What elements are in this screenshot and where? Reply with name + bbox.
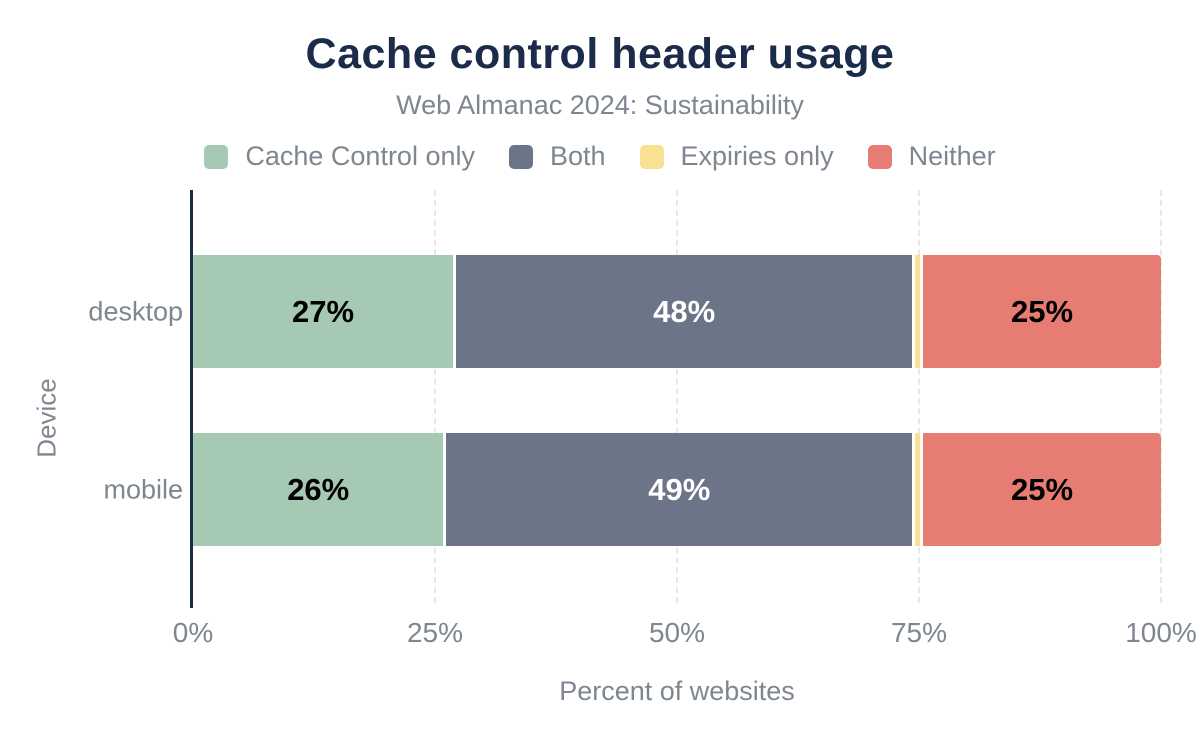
legend-item-neither[interactable]: Neither [867, 141, 996, 172]
plot-area: 27% 48% 25% 26% 49% 25% [190, 190, 1162, 608]
legend-item-cache-control-only[interactable]: Cache Control only [204, 141, 475, 172]
x-tick-25: 25% [406, 617, 464, 648]
legend-item-expiries-only[interactable]: Expiries only [639, 141, 834, 172]
legend-swatch-icon [639, 144, 664, 169]
gridline-75 [918, 190, 920, 603]
gridline-25 [434, 190, 436, 603]
y-axis-line [190, 190, 193, 608]
legend-label: Both [549, 141, 606, 171]
legend-label: Cache Control only [245, 141, 475, 171]
bar-value-label: 49% [648, 471, 711, 507]
bar-segment-mobile-both: 49% [443, 433, 913, 546]
legend-item-both[interactable]: Both [508, 141, 606, 172]
bar-segment-mobile-neither: 25% [920, 433, 1161, 546]
legend-swatch-icon [508, 144, 533, 169]
bar-mobile: 26% 49% 25% [193, 433, 1161, 546]
bar-segment-mobile-expiries-only [912, 433, 921, 546]
x-tick-50: 50% [648, 617, 706, 648]
x-tick-0: 0% [172, 617, 214, 648]
bar-segment-desktop-both: 48% [453, 255, 913, 368]
y-axis-title: Device [31, 378, 62, 458]
bar-segment-desktop-cache-control-only: 27% [193, 255, 454, 368]
bar-segment-desktop-expiries-only [912, 255, 921, 368]
legend-label: Expiries only [680, 141, 834, 171]
bar-segment-desktop-neither: 25% [920, 255, 1161, 368]
chart-title: Cache control header usage [305, 30, 895, 78]
bar-desktop: 27% 48% 25% [193, 255, 1161, 368]
x-axis-ticks: 0% 25% 50% 75% 100% [173, 617, 1197, 649]
bar-value-label: 26% [287, 471, 350, 507]
bar-segment-mobile-cache-control-only: 26% [193, 433, 444, 546]
legend-label: Neither [908, 141, 996, 171]
legend-swatch-icon [204, 144, 229, 169]
legend-swatch-icon [867, 144, 892, 169]
bar-value-label: 27% [292, 293, 355, 329]
gridline-50 [676, 190, 678, 603]
chart-subtitle: Web Almanac 2024: Sustainability [396, 90, 804, 120]
bar-value-label: 25% [1011, 293, 1074, 329]
legend: Cache Control only Both Expiries only Neith… [0, 141, 1200, 172]
x-axis-title: Percent of websites [559, 676, 795, 706]
bar-value-label: 25% [1011, 471, 1074, 507]
x-tick-75: 75% [890, 617, 948, 648]
y-category-label-desktop: desktop [88, 296, 183, 326]
bar-value-label: 48% [653, 293, 716, 329]
gridline-100 [1160, 190, 1162, 603]
y-category-label-mobile: mobile [103, 474, 183, 504]
x-tick-100: 100% [1125, 617, 1197, 648]
